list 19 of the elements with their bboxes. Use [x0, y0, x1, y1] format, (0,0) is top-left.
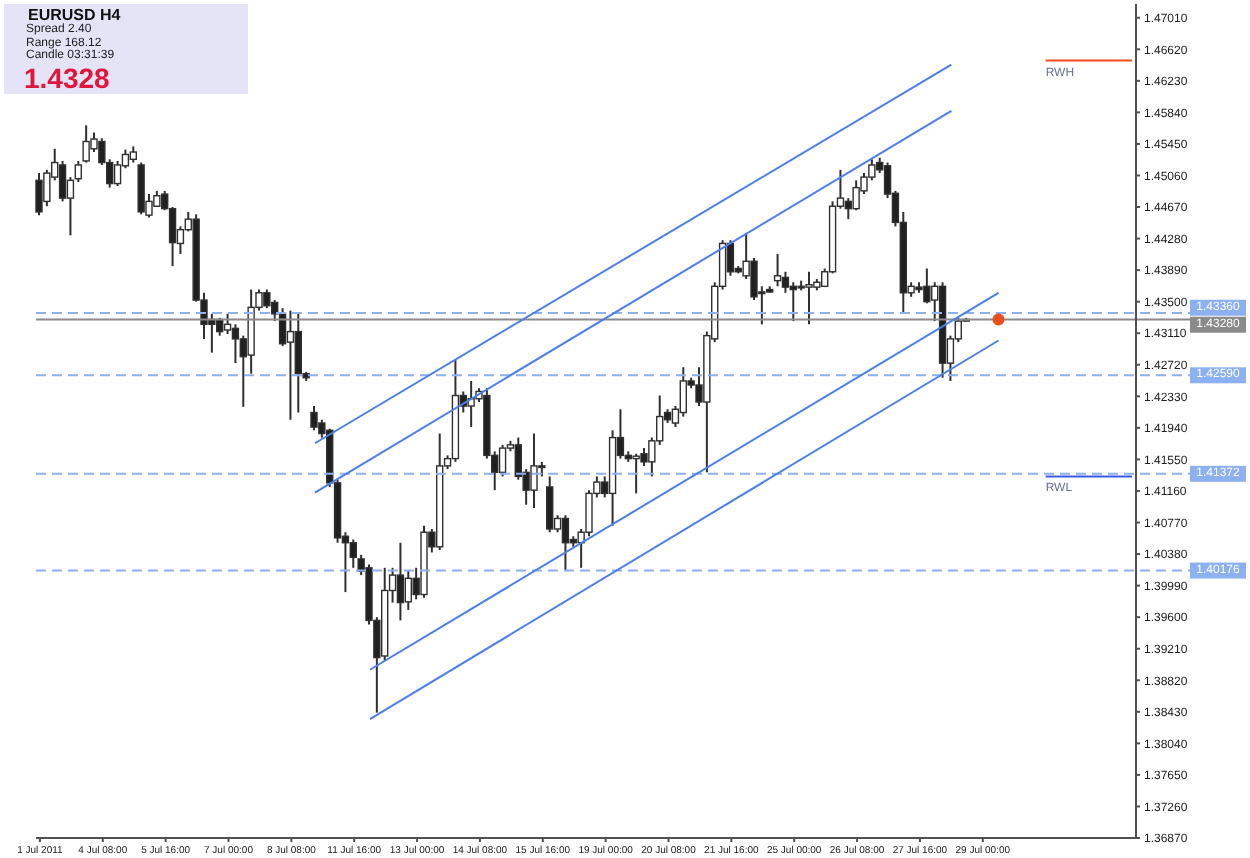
- candlestick: [679, 366, 687, 418]
- candlestick: [805, 270, 813, 326]
- annotation: 1.4328: [24, 62, 110, 94]
- candlestick: [561, 514, 570, 573]
- candlestick: [773, 252, 782, 288]
- candlestick: [349, 538, 357, 569]
- candlestick: [396, 541, 405, 622]
- candlestick: [852, 179, 860, 212]
- candlestick: [546, 475, 554, 534]
- candlestick: [632, 452, 640, 495]
- candlestick: [530, 432, 538, 509]
- candlestick: [137, 161, 145, 216]
- candlestick: [404, 570, 412, 611]
- candlestick: [286, 309, 295, 421]
- candlestick: [35, 172, 43, 217]
- annotation: EURUSD H4: [28, 6, 121, 24]
- candlestick: [294, 312, 302, 414]
- candlestick: [310, 405, 318, 432]
- candlestick: [467, 379, 475, 429]
